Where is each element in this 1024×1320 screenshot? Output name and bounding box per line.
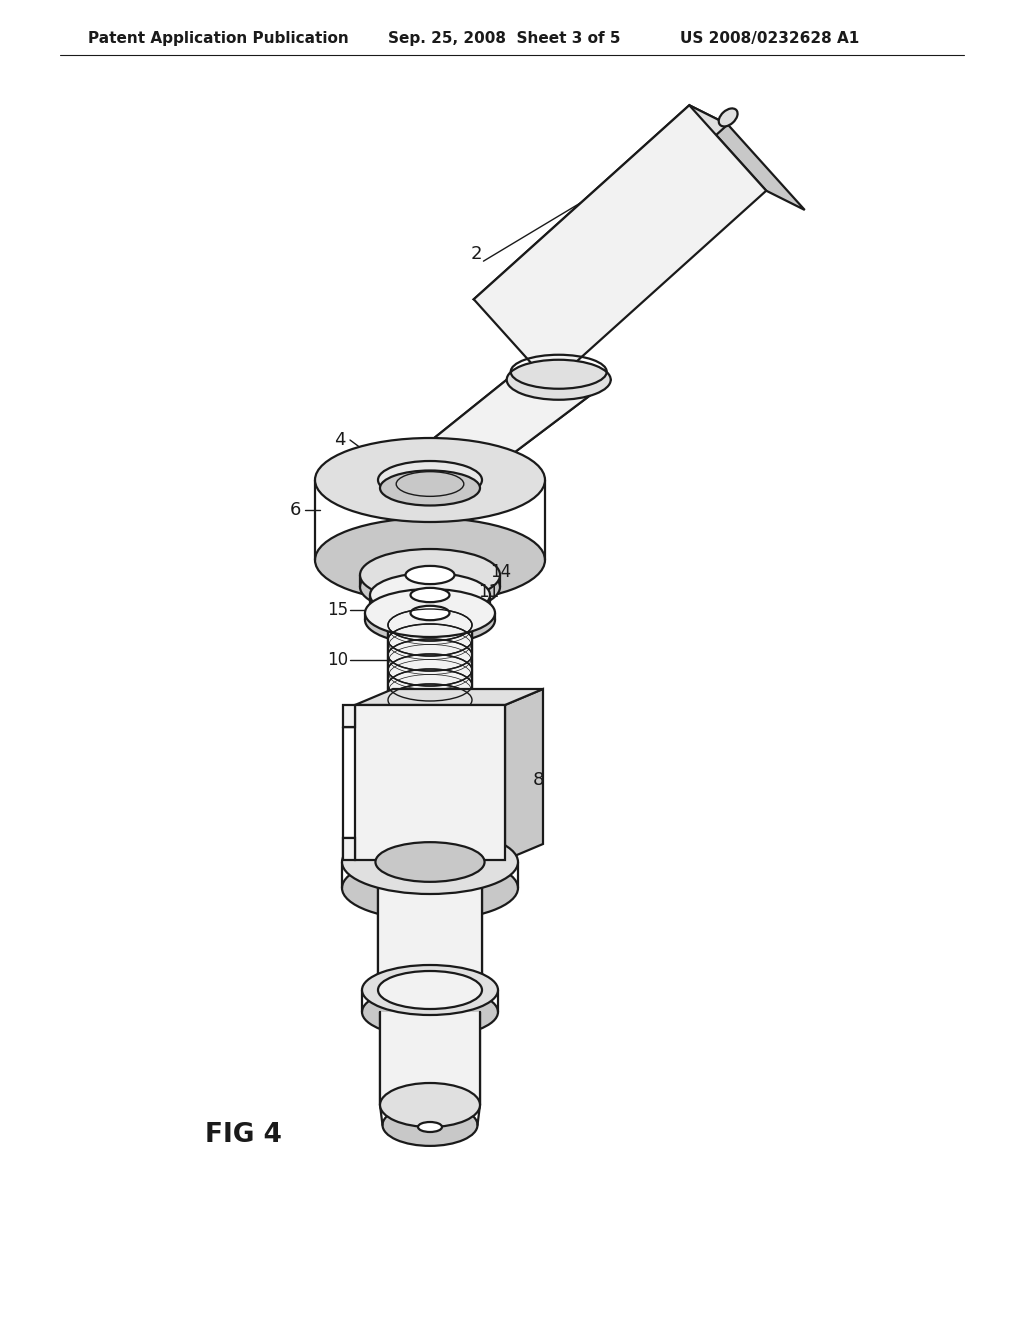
- Ellipse shape: [362, 965, 498, 1015]
- Text: 8: 8: [532, 771, 544, 789]
- Polygon shape: [474, 106, 766, 384]
- Polygon shape: [388, 624, 472, 700]
- Text: Sep. 25, 2008  Sheet 3 of 5: Sep. 25, 2008 Sheet 3 of 5: [388, 30, 621, 45]
- Text: US 2008/0232628 A1: US 2008/0232628 A1: [680, 30, 859, 45]
- Polygon shape: [382, 380, 610, 480]
- Ellipse shape: [382, 461, 478, 499]
- Ellipse shape: [370, 585, 490, 630]
- Text: 11: 11: [478, 583, 500, 601]
- Text: 14: 14: [490, 564, 511, 581]
- Polygon shape: [343, 705, 355, 727]
- Polygon shape: [355, 705, 505, 861]
- Text: 6: 6: [290, 502, 301, 519]
- Polygon shape: [380, 1012, 480, 1105]
- Ellipse shape: [315, 438, 545, 521]
- Ellipse shape: [411, 587, 450, 602]
- Ellipse shape: [378, 972, 482, 1008]
- Polygon shape: [378, 888, 482, 990]
- Ellipse shape: [376, 842, 484, 882]
- Ellipse shape: [342, 830, 518, 894]
- Polygon shape: [474, 106, 728, 318]
- Text: FIG 4: FIG 4: [205, 1122, 282, 1148]
- Polygon shape: [505, 689, 543, 861]
- Ellipse shape: [406, 578, 455, 597]
- Ellipse shape: [360, 549, 500, 601]
- Ellipse shape: [370, 573, 490, 616]
- Ellipse shape: [378, 461, 482, 499]
- Ellipse shape: [380, 470, 480, 506]
- Ellipse shape: [342, 855, 518, 920]
- Text: Patent Application Publication: Patent Application Publication: [88, 30, 349, 45]
- Polygon shape: [343, 838, 355, 861]
- Polygon shape: [343, 717, 378, 727]
- Ellipse shape: [362, 987, 498, 1038]
- Ellipse shape: [365, 589, 495, 638]
- Ellipse shape: [418, 1122, 442, 1133]
- Ellipse shape: [719, 108, 737, 127]
- Polygon shape: [355, 689, 543, 705]
- Ellipse shape: [315, 517, 545, 602]
- Text: 15: 15: [327, 601, 348, 619]
- Text: 10: 10: [327, 651, 348, 669]
- Ellipse shape: [360, 561, 500, 612]
- Ellipse shape: [383, 1104, 477, 1146]
- Ellipse shape: [365, 597, 495, 644]
- Ellipse shape: [380, 1082, 480, 1127]
- Ellipse shape: [411, 606, 450, 620]
- Polygon shape: [689, 106, 805, 210]
- Ellipse shape: [507, 360, 610, 400]
- Text: 2: 2: [471, 246, 482, 263]
- Text: 4: 4: [334, 432, 346, 449]
- Ellipse shape: [406, 566, 455, 583]
